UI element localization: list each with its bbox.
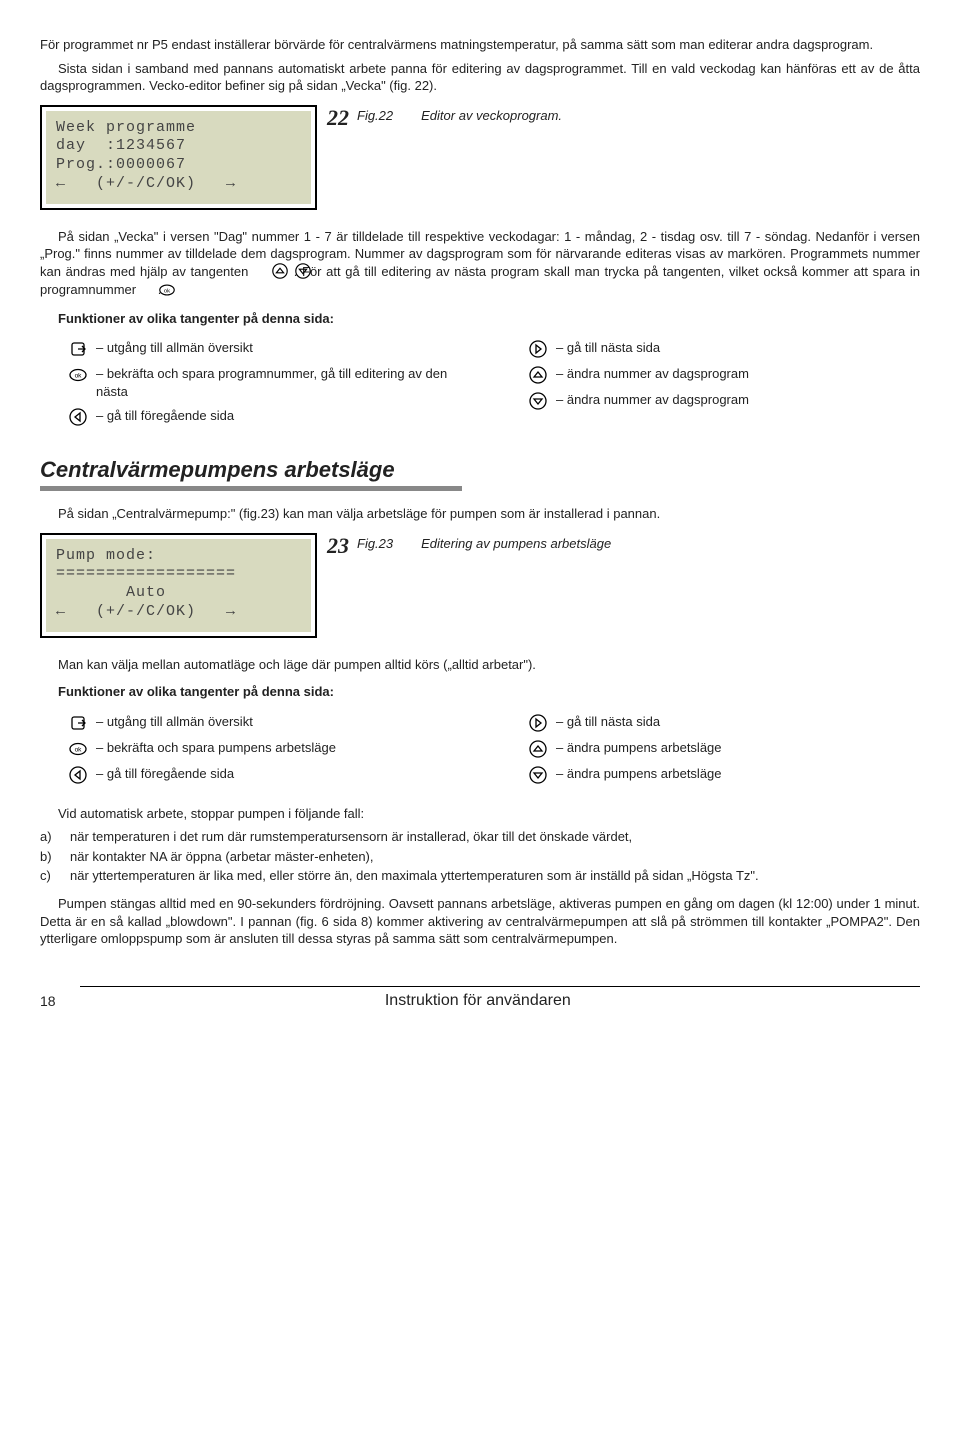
- keys-22: – utgång till allmän översikt – bekräfta …: [40, 333, 920, 432]
- key-text: – ändra pumpens arbetsläge: [556, 765, 722, 783]
- lcd-22-frame: Week programme day :1234567 Prog.:000006…: [40, 105, 317, 210]
- exit-icon: [68, 339, 88, 359]
- key-item: – utgång till allmän översikt: [40, 713, 460, 733]
- key-text: – ändra nummer av dagsprogram: [556, 365, 749, 383]
- lcd-22-screen: Week programme day :1234567 Prog.:000006…: [46, 111, 311, 204]
- lcd-23-block: Pump mode: ================== Auto ← (+/…: [40, 533, 920, 638]
- key-text: – ändra pumpens arbetsläge: [556, 739, 722, 757]
- key-item: – gå till nästa sida: [500, 339, 920, 359]
- key-text: – bekräfta och spara pumpens arbetsläge: [96, 739, 336, 757]
- lcd-23-number: 23: [327, 531, 349, 561]
- left-icon: [68, 765, 88, 785]
- key-text: – ändra nummer av dagsprogram: [556, 391, 749, 409]
- key-item: – gå till föregående sida: [40, 765, 460, 785]
- up-icon: [253, 262, 271, 280]
- lcd-23-screen: Pump mode: ================== Auto ← (+/…: [46, 539, 311, 632]
- para-4: På sidan „Centralvärmepump:" (fig.23) ka…: [40, 505, 920, 523]
- functions-title-1: Funktioner av olika tangenter på denna s…: [40, 310, 920, 328]
- footer-label: Instruktion för användaren: [56, 972, 900, 1012]
- key-item: – gå till nästa sida: [500, 713, 920, 733]
- ok-icon: [140, 281, 158, 299]
- para-3: På sidan „Vecka" i versen "Dag" nummer 1…: [40, 228, 920, 300]
- section-title: Centralvärmepumpens arbetsläge: [40, 455, 920, 485]
- down-icon: [528, 391, 548, 411]
- key-text: – gå till nästa sida: [556, 339, 660, 357]
- right-icon: [528, 713, 548, 733]
- exit-icon: [68, 713, 88, 733]
- fig-23-caption: Fig.23Editering av pumpens arbetsläge: [357, 535, 611, 553]
- lcd-22-number: 22: [327, 103, 349, 133]
- key-item: – ändra pumpens arbetsläge: [500, 765, 920, 785]
- key-text: – gå till föregående sida: [96, 407, 234, 425]
- key-text: – gå till föregående sida: [96, 765, 234, 783]
- right-icon: [528, 339, 548, 359]
- key-item: – bekräfta och spara pumpens arbetsläge: [40, 739, 460, 759]
- key-item: – utgång till allmän översikt: [40, 339, 460, 359]
- abc-item: b)när kontakter NA är öppna (arbetar mäs…: [40, 848, 920, 866]
- page-footer: 18 Instruktion för användaren: [40, 972, 920, 1012]
- key-item: – ändra nummer av dagsprogram: [500, 365, 920, 385]
- key-item: – bekräfta och spara programnummer, gå t…: [40, 365, 460, 400]
- intro-para-1: För programmet nr P5 endast inställerar …: [40, 36, 920, 54]
- functions-title-2: Funktioner av olika tangenter på denna s…: [40, 683, 920, 701]
- keys-23: – utgång till allmän översikt – bekräfta …: [40, 707, 920, 791]
- key-text: – bekräfta och spara programnummer, gå t…: [96, 365, 460, 400]
- key-text: – gå till nästa sida: [556, 713, 660, 731]
- section-underline: [40, 486, 462, 491]
- ok-icon: [68, 365, 88, 385]
- down-icon: [528, 765, 548, 785]
- up-icon: [528, 365, 548, 385]
- key-item: – ändra nummer av dagsprogram: [500, 391, 920, 411]
- ok-icon: [68, 739, 88, 759]
- abc-list: a)när temperaturen i det rum där rumstem…: [40, 828, 920, 885]
- para-5: Man kan välja mellan automatläge och läg…: [40, 656, 920, 674]
- key-item: – ändra pumpens arbetsläge: [500, 739, 920, 759]
- up-icon: [528, 739, 548, 759]
- lcd-22-block: Week programme day :1234567 Prog.:000006…: [40, 105, 920, 210]
- para-7: Pumpen stängas alltid med en 90-sekunder…: [40, 895, 920, 948]
- key-text: – utgång till allmän översikt: [96, 339, 253, 357]
- abc-item: a)när temperaturen i det rum där rumstem…: [40, 828, 920, 846]
- left-icon: [68, 407, 88, 427]
- abc-item: c)när yttertemperaturen är lika med, ell…: [40, 867, 920, 885]
- fig-22-caption: Fig.22Editor av veckoprogram.: [357, 107, 562, 125]
- page-number: 18: [40, 992, 56, 1011]
- key-text: – utgång till allmän översikt: [96, 713, 253, 731]
- down-icon: [276, 262, 294, 280]
- lcd-23-frame: Pump mode: ================== Auto ← (+/…: [40, 533, 317, 638]
- key-item: – gå till föregående sida: [40, 407, 460, 427]
- intro-para-2: Sista sidan i samband med pannans automa…: [40, 60, 920, 95]
- para-6: Vid automatisk arbete, stoppar pumpen i …: [40, 805, 920, 823]
